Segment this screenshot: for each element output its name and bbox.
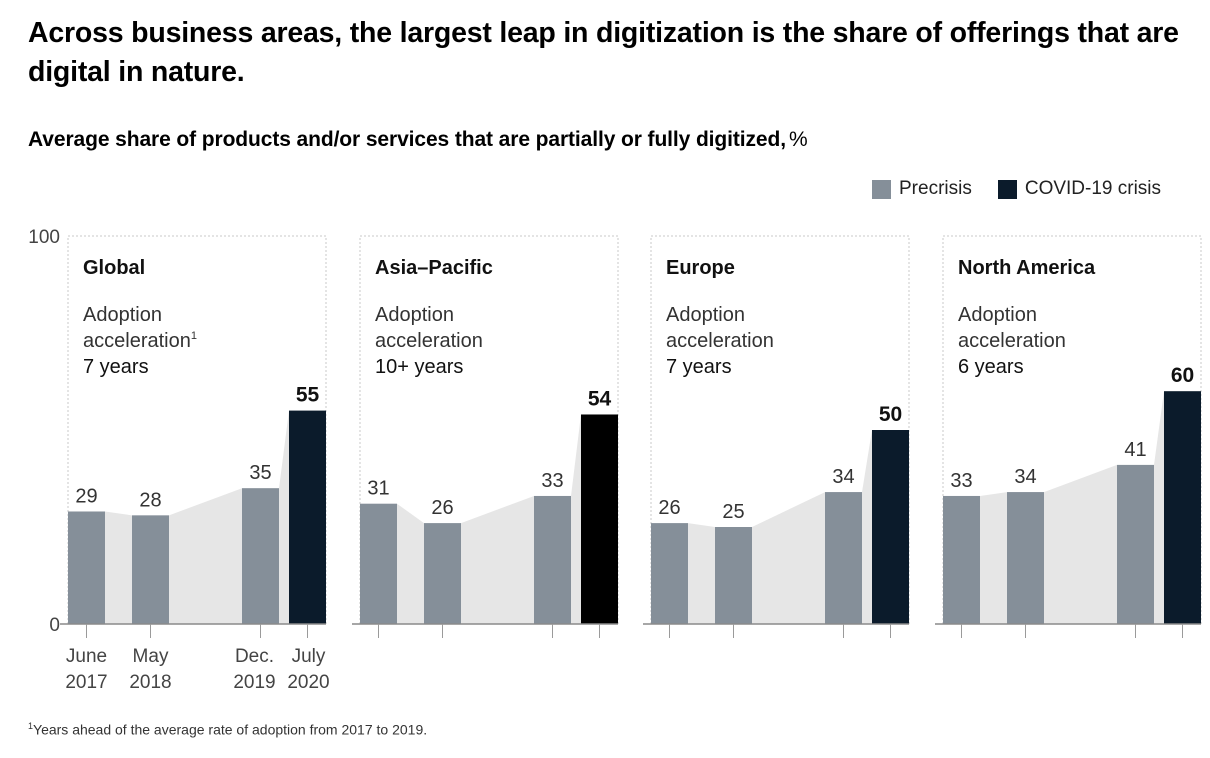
value-label-europe-4: 50	[879, 403, 902, 426]
bar-north-america-3	[1117, 464, 1154, 624]
legend-item-covid-crisis: COVID-19 crisis	[997, 178, 1162, 200]
x-label-3-line1: Dec.	[235, 646, 274, 667]
bar-europe-2	[715, 527, 752, 624]
acceleration-label-asia-pacific: acceleration	[375, 330, 483, 352]
adoption-years-global: 7 years	[83, 356, 149, 378]
value-label-europe-2: 25	[722, 501, 744, 523]
legend-item-precrisis: Precrisis	[872, 178, 972, 200]
x-label-3-line2: 2019	[233, 672, 275, 693]
panel-title-north-america: North America	[958, 257, 1096, 279]
x-label-4-line1: July	[292, 646, 326, 667]
value-label-north-america-3: 41	[1124, 439, 1146, 461]
bar-north-america-1	[943, 495, 980, 624]
acceleration-label-europe: acceleration	[666, 330, 774, 352]
area-global	[68, 410, 326, 624]
adoption-years-north-america: 6 years	[958, 356, 1024, 378]
x-label-2-line1: May	[133, 646, 169, 667]
value-label-europe-3: 34	[832, 466, 854, 488]
footnote-marker: 1	[28, 721, 34, 731]
panel-title-global: Global	[83, 257, 145, 279]
y-tick-label-100: 100	[28, 227, 60, 248]
bar-global-3	[242, 488, 279, 624]
legend-label-covid-crisis: COVID-19 crisis	[1024, 178, 1162, 199]
bar-global-2	[132, 515, 169, 624]
x-label-1-line2: 2017	[65, 672, 107, 693]
legend-swatch-covid-crisis	[997, 179, 1017, 199]
bar-asia-pacific-4	[581, 414, 618, 624]
bar-global-4	[289, 410, 326, 624]
value-label-europe-1: 26	[658, 497, 680, 519]
value-label-north-america-1: 33	[950, 470, 972, 492]
area-asia-pacific	[360, 414, 618, 624]
bar-europe-4	[872, 430, 909, 624]
footnote: 1Years ahead of the average rate of adop…	[28, 721, 427, 738]
footnote-marker-global: 1	[191, 330, 197, 342]
adoption-label-europe: Adoption	[666, 304, 745, 326]
bar-north-america-4	[1164, 391, 1201, 624]
subtitle-text: Average share of products and/or service…	[28, 128, 786, 151]
adoption-years-europe: 7 years	[666, 356, 732, 378]
panel-title-asia-pacific: Asia–Pacific	[375, 257, 493, 279]
value-label-global-1: 29	[75, 485, 97, 507]
area-europe	[651, 430, 909, 624]
acceleration-label-north-america: acceleration	[958, 330, 1066, 352]
bar-asia-pacific-1	[360, 503, 397, 624]
legend-label-precrisis: Precrisis	[899, 178, 972, 199]
chart-subtitle: Average share of products and/or service…	[28, 128, 808, 152]
area-north-america	[943, 391, 1201, 624]
adoption-label-global: Adoption	[83, 304, 162, 326]
acceleration-label-global: acceleration1	[83, 330, 197, 352]
footnote-text: Years ahead of the average rate of adopt…	[33, 721, 428, 738]
x-label-1-line1: June	[66, 646, 107, 667]
bar-north-america-2	[1007, 492, 1044, 624]
value-label-global-4: 55	[296, 384, 320, 407]
value-label-asia-pacific-4: 54	[588, 387, 612, 410]
chart-legend: Precrisis COVID-19 crisis	[872, 178, 1161, 200]
chart-headline: Across business areas, the largest leap …	[28, 17, 1179, 88]
value-label-asia-pacific-3: 33	[541, 470, 563, 492]
bar-asia-pacific-2	[424, 523, 461, 624]
value-label-asia-pacific-1: 31	[367, 478, 389, 500]
bar-europe-3	[825, 492, 862, 624]
adoption-label-north-america: Adoption	[958, 304, 1037, 326]
subtitle-unit: %	[788, 128, 808, 151]
value-label-north-america-2: 34	[1014, 466, 1036, 488]
value-label-north-america-4: 60	[1171, 364, 1194, 387]
x-label-4-line2: 2020	[287, 672, 329, 693]
value-label-global-2: 28	[139, 489, 161, 511]
adoption-years-asia-pacific: 10+ years	[375, 356, 463, 378]
legend-swatch-precrisis	[872, 179, 891, 199]
bar-europe-1	[651, 523, 688, 624]
y-tick-label-0: 0	[49, 615, 60, 636]
panel-title-europe: Europe	[666, 257, 735, 279]
bar-asia-pacific-3	[534, 495, 571, 624]
value-label-asia-pacific-2: 26	[431, 497, 453, 519]
bar-global-1	[68, 511, 105, 624]
value-label-global-3: 35	[249, 462, 271, 484]
x-label-2-line2: 2018	[129, 672, 171, 693]
adoption-label-asia-pacific: Adoption	[375, 304, 454, 326]
